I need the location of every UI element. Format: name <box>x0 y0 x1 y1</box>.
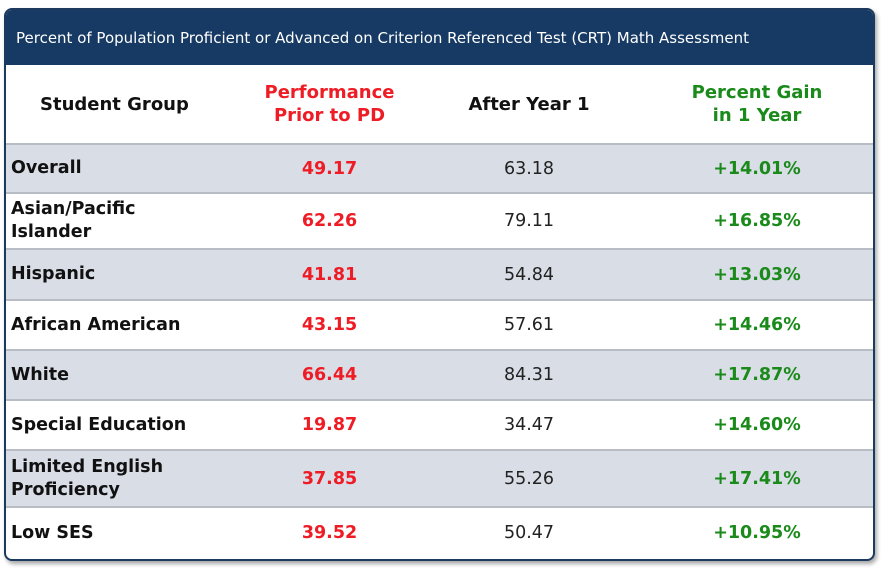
header-gain-line-2: in 1 Year <box>712 105 802 126</box>
table-header: Student Group Performance Prior to PD Af… <box>6 65 873 144</box>
cell-prior-value: 43.15 <box>242 299 417 350</box>
cell-prior-value: 19.87 <box>242 399 417 450</box>
cell-after-value: 54.84 <box>417 248 641 300</box>
header-prior-line-2: Prior to PD <box>273 105 386 126</box>
cell-after-value: 55.26 <box>417 449 641 507</box>
table-row: White 66.44 84.31 +17.87% <box>6 349 873 400</box>
table-row: Asian/Pacific Islander 62.26 79.11 +16.85% <box>6 192 873 249</box>
cell-student-group-line: Proficiency <box>11 479 120 500</box>
cell-student-group: Asian/Pacific Islander <box>6 192 242 249</box>
cell-student-group-line: Islander <box>11 222 92 242</box>
cell-gain-value: +17.41% <box>641 449 873 507</box>
cell-gain-value: +17.87% <box>641 349 873 400</box>
cell-gain-value: +14.01% <box>641 143 873 193</box>
header-row: Student Group Performance Prior to PD Af… <box>6 65 873 144</box>
cell-prior-value: 39.52 <box>242 506 417 558</box>
cell-after-value: 79.11 <box>417 192 641 249</box>
cell-prior-value: 41.81 <box>242 248 417 300</box>
cell-student-group: Special Education <box>6 399 242 450</box>
cell-prior-value: 49.17 <box>242 143 417 193</box>
header-after-line: After Year 1 <box>468 93 590 115</box>
cell-student-group: Overall <box>6 143 242 193</box>
table-body: Overall 49.17 63.18 +14.01% Asian/Pacific Isl… <box>6 143 873 558</box>
cell-prior-value: 37.85 <box>242 449 417 507</box>
cell-student-group-line: Special Education <box>11 414 187 435</box>
header-percent-gain: Percent Gain in 1 Year <box>641 65 873 144</box>
cell-student-group-line: Hispanic <box>11 264 96 284</box>
cell-student-group-line: Overall <box>11 158 82 178</box>
cell-prior-value: 66.44 <box>242 349 417 400</box>
cell-gain-value: +13.03% <box>641 248 873 300</box>
header-student-group: Student Group <box>6 65 242 144</box>
cell-gain-value: +16.85% <box>641 192 873 249</box>
cell-student-group: White <box>6 349 242 400</box>
table-row: Limited English Proficiency 37.85 55.26 +17.… <box>6 449 873 507</box>
header-prior-to-pd: Performance Prior to PD <box>242 65 417 144</box>
cell-student-group-line: Low SES <box>11 522 94 543</box>
table-card: Percent of Population Proficient or Adva… <box>4 8 875 561</box>
cell-gain-value: +10.95% <box>641 506 873 558</box>
cell-gain-value: +14.60% <box>641 399 873 450</box>
cell-after-value: 57.61 <box>417 299 641 350</box>
cell-student-group-line: Asian/Pacific <box>11 199 136 219</box>
cell-after-value: 50.47 <box>417 506 641 558</box>
data-table: Student Group Performance Prior to PD Af… <box>6 65 873 558</box>
table-row: African American 43.15 57.61 +14.46% <box>6 299 873 350</box>
cell-after-value: 34.47 <box>417 399 641 450</box>
cell-prior-value: 62.26 <box>242 192 417 249</box>
cell-student-group: Hispanic <box>6 248 242 300</box>
header-prior-line-1: Performance <box>264 82 395 103</box>
table-row: Overall 49.17 63.18 +14.01% <box>6 143 873 193</box>
table-row: Special Education 19.87 34.47 +14.60% <box>6 399 873 450</box>
header-gain-line-1: Percent Gain <box>691 82 823 103</box>
header-after-year-1: After Year 1 <box>417 65 641 144</box>
cell-after-value: 63.18 <box>417 143 641 193</box>
header-student-group-line: Student Group <box>40 93 189 115</box>
cell-gain-value: +14.46% <box>641 299 873 350</box>
cell-student-group-line: Limited English <box>11 456 164 477</box>
table-row: Low SES 39.52 50.47 +10.95% <box>6 506 873 558</box>
cell-student-group: African American <box>6 299 242 350</box>
table-row: Hispanic 41.81 54.84 +13.03% <box>6 248 873 300</box>
table-title: Percent of Population Proficient or Adva… <box>6 10 873 65</box>
cell-student-group: Low SES <box>6 506 242 558</box>
cell-student-group-line: White <box>11 364 69 385</box>
cell-student-group-line: African American <box>11 314 181 335</box>
cell-after-value: 84.31 <box>417 349 641 400</box>
cell-student-group: Limited English Proficiency <box>6 449 242 507</box>
